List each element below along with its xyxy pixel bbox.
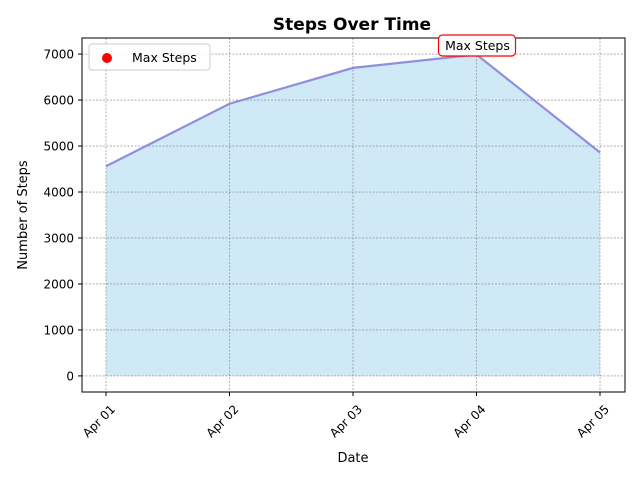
annotation-text: Max Steps [445,38,510,53]
y-tick-label: 5000 [43,140,74,154]
y-tick-label: 4000 [43,186,74,200]
y-tick-label: 7000 [43,48,74,62]
x-tick-label: Apr 02 [203,402,241,440]
y-tick-label: 3000 [43,231,74,245]
y-tick-label: 0 [66,369,74,383]
y-tick-label: 6000 [43,94,74,108]
x-tick-label: Apr 04 [450,402,488,440]
legend-marker [102,53,112,63]
series-line [105,53,601,168]
y-tick-label: 2000 [43,277,74,291]
y-tick-label: 1000 [43,323,74,337]
x-axis-label: Date [337,451,368,466]
legend-box [88,43,211,71]
x-tick-label: Apr 01 [80,402,118,440]
plot-area: 0 1000 2000 3000 4000 5000 6000 7000 Apr 01 Apr 0… [43,34,626,440]
area-fill [106,54,600,376]
x-tick-label: Apr 03 [327,402,365,440]
annotation-box [437,34,517,57]
y-axis-label: Number of Steps [16,160,31,270]
chart-title: Steps Over Time [273,15,431,35]
x-tick-label: Apr 05 [574,402,612,440]
legend-label: Max Steps [132,50,197,65]
